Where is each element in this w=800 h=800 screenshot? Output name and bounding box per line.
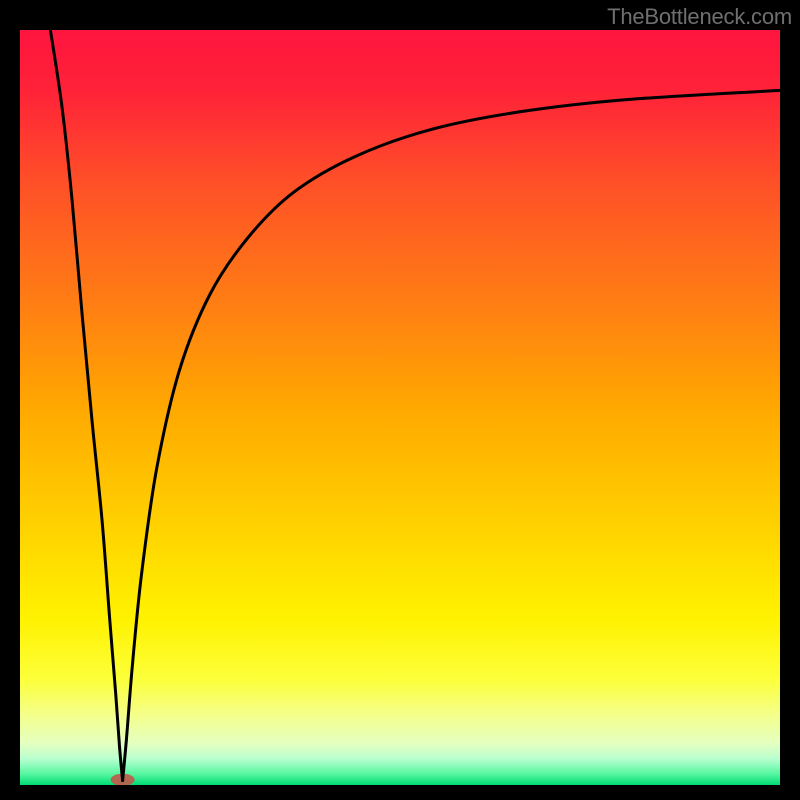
gradient-background [20, 30, 780, 785]
watermark-text: TheBottleneck.com [607, 4, 792, 30]
bottleneck-chart-svg [0, 0, 800, 800]
chart-stage: TheBottleneck.com [0, 0, 800, 800]
